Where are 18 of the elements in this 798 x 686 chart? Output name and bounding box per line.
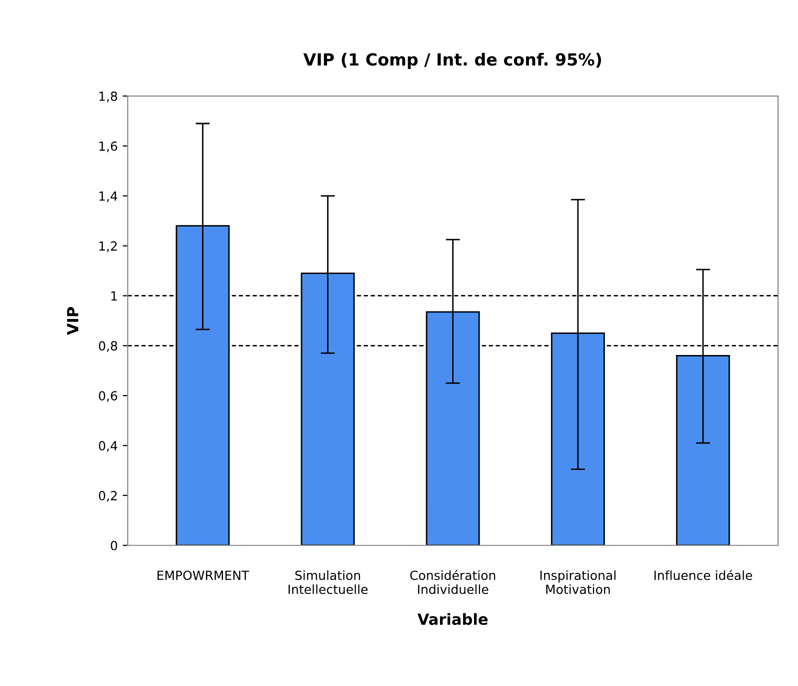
y-tick-label: 1,6 [99, 141, 118, 152]
chart-title: VIP (1 Comp / Int. de conf. 95%) [303, 52, 602, 69]
x-tick-label: Simulation Intellectuelle [288, 570, 368, 594]
y-tick-label: 1,2 [99, 241, 117, 252]
y-tick-label: 0 [110, 540, 118, 550]
y-tick-label: 0,8 [98, 341, 118, 352]
y-axis-title: VIP [67, 306, 78, 335]
y-tick-label: 0,4 [98, 440, 118, 452]
y-tick-label: 1,8 [99, 92, 118, 102]
y-tick-label: 1 [111, 291, 117, 300]
x-tick-label: EMPOWRMENT [158, 570, 250, 580]
y-tick-label: 1,4 [99, 192, 118, 202]
y-tick-label: 0,6 [98, 391, 118, 402]
x-tick-label: Influence idéale [654, 570, 752, 580]
x-axis-title: Variable [417, 613, 488, 625]
x-tick-label: Considération Individuelle [410, 570, 496, 594]
y-tick-label: 0,2 [98, 490, 117, 502]
x-tick-label: Inspirational Motivation [540, 570, 616, 594]
